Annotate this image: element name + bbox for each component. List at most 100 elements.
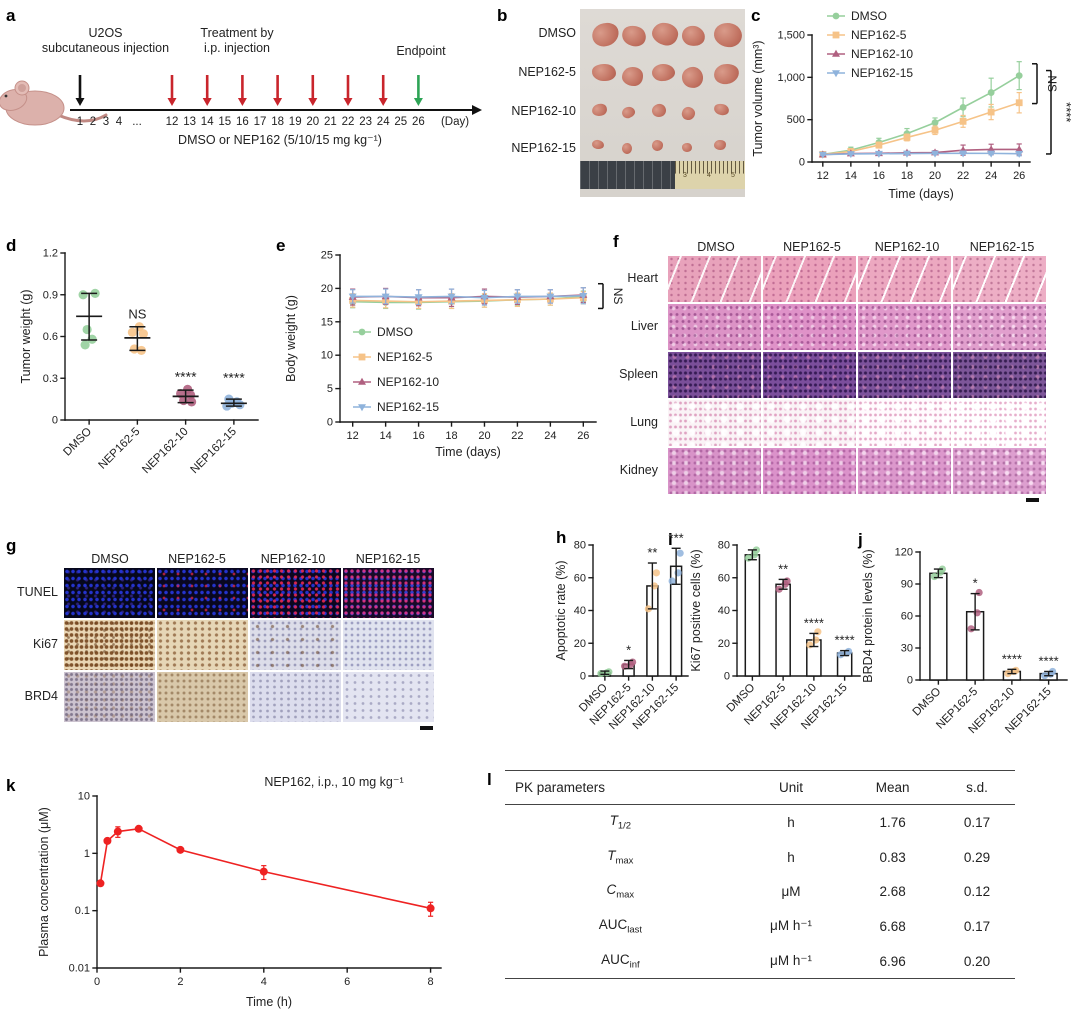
row-header: BRD4 (24, 689, 58, 703)
svg-text:NEP162-5: NEP162-5 (377, 350, 433, 364)
ruler-number: 5 (731, 172, 735, 179)
tissue-image-tunel-nep162-5 (157, 568, 248, 618)
panel-j-letter: j (858, 530, 863, 549)
svg-text:1: 1 (84, 848, 90, 860)
pk-table-header: PK parameters (505, 770, 736, 805)
tissue-image-lung-dmso (668, 400, 761, 446)
tumor-sample (651, 63, 676, 82)
svg-text:NEP162-5: NEP162-5 (851, 28, 907, 42)
scale-bar-g (420, 726, 433, 730)
svg-text:20: 20 (718, 638, 730, 650)
pk-sd: 0.20 (938, 943, 1015, 980)
plasma-concentration-chart: 0.01 0.1 1 10 Plasma concentration (μM) NEP16… (0, 760, 480, 1019)
pk-mean: 6.96 (846, 943, 939, 980)
pk-sd: 0.17 (963, 814, 991, 830)
brd4-chart: 0 30 60 90 120 BRD4 protein levels (%) DMSO NEP… (858, 526, 1080, 766)
row-header: Spleen (619, 367, 658, 381)
tumor-sample (712, 62, 741, 86)
tissue-image-spleen-nep162-15 (953, 352, 1046, 398)
column-header: NEP162-5 (168, 552, 226, 566)
tumor-sample (649, 20, 681, 48)
svg-text:0.1: 0.1 (75, 905, 90, 917)
tumor-photo: 3 4 5 (580, 9, 745, 197)
row-header: Heart (627, 271, 658, 285)
tissue-image-liver-nep162-5 (763, 304, 856, 350)
svg-text:Tumor weight (g): Tumor weight (g) (19, 289, 33, 383)
svg-text:NEP162-15: NEP162-15 (377, 400, 439, 414)
svg-text:20: 20 (574, 638, 586, 650)
panel-k-letter: k (6, 776, 16, 795)
svg-text:22: 22 (342, 116, 355, 128)
tumor-sample (622, 67, 644, 86)
tumor-sample (712, 21, 744, 49)
tissue-image-lung-nep162-5 (763, 400, 856, 446)
svg-text:NEP162-10: NEP162-10 (377, 375, 439, 389)
svg-text:****: **** (223, 369, 245, 385)
svg-text:0: 0 (724, 671, 730, 683)
svg-text:2: 2 (177, 976, 183, 988)
pk-sd: 0.12 (963, 884, 991, 900)
tissue-image-lung-nep162-10 (858, 400, 951, 446)
mouse-icon (0, 80, 108, 126)
svg-text:DMSO: DMSO (377, 325, 413, 339)
ruler-dark-part (580, 161, 675, 189)
svg-text:NEP162, i.p., 10 mg kg⁻¹: NEP162, i.p., 10 mg kg⁻¹ (264, 775, 403, 789)
svg-text:NEP162-15: NEP162-15 (851, 66, 913, 80)
series-NEP162-15 (818, 150, 1024, 159)
svg-text:12: 12 (166, 116, 179, 128)
svg-text:4: 4 (116, 116, 123, 128)
svg-text:20: 20 (306, 116, 319, 128)
svg-text:0: 0 (907, 675, 913, 687)
tumor-sample (620, 105, 637, 120)
tumor-weight-chart: 0 0.3 0.6 0.9 1.2 Tumor weight (g) DMSO NEP162-… (2, 232, 274, 519)
tumor-row-label: DMSO (538, 26, 577, 40)
tissue-image-heart-nep162-10 (858, 256, 951, 302)
svg-text:*: * (973, 576, 978, 591)
tumor-sample (680, 23, 708, 48)
svg-text:(Day): (Day) (441, 116, 469, 128)
svg-text:NEP162-10: NEP162-10 (140, 426, 191, 477)
pk-unit: μM h⁻¹ (735, 943, 847, 980)
panel-h-letter: h (556, 528, 567, 547)
panel-k-svg: 0.01 0.1 1 10 Plasma concentration (μM) NEP16… (37, 775, 442, 1009)
svg-text:17: 17 (254, 116, 267, 128)
pk-mean: 1.76 (879, 814, 906, 830)
pk-parameters-table: PK parameters Unit Mean s.d. T1/2 h 1.76 0.17 T… (505, 770, 1015, 980)
tissue-image-liver-nep162-15 (953, 304, 1046, 350)
svg-text:0.9: 0.9 (43, 289, 58, 301)
pk-parameter: Cmax (606, 882, 635, 902)
svg-text:0: 0 (327, 417, 333, 429)
pk-parameter: Tmax (607, 847, 634, 867)
svg-text:DMSO: DMSO (851, 9, 887, 23)
panel-c-letter: c (751, 6, 761, 25)
svg-text:0.01: 0.01 (69, 963, 90, 975)
svg-text:15: 15 (321, 316, 333, 328)
svg-text:Time (days): Time (days) (888, 187, 954, 201)
endpoint-label: Endpoint (396, 44, 446, 58)
svg-text:NS: NS (1045, 75, 1059, 92)
svg-text:20: 20 (929, 170, 941, 182)
svg-text:30: 30 (901, 643, 913, 655)
svg-text:14: 14 (845, 170, 857, 182)
svg-text:NEP162-5: NEP162-5 (96, 426, 142, 472)
column-header: DMSO (91, 552, 129, 566)
tumor-sample (621, 142, 633, 155)
panel-d-letter: d (6, 236, 17, 255)
tumor-sample (591, 139, 605, 150)
panel-a-letter: a (6, 6, 16, 25)
tissue-image-liver-dmso (668, 304, 761, 350)
tissue-image-ki67-nep162-15 (343, 620, 434, 670)
pk-sd: 0.17 (963, 918, 991, 934)
svg-text:****: **** (1039, 653, 1059, 668)
scale-bar-f (1026, 498, 1039, 502)
svg-text:Time (h): Time (h) (246, 995, 292, 1009)
pk-table-row: T1/2 h 1.76 0.17 (505, 805, 1015, 840)
svg-text:10: 10 (321, 350, 333, 362)
ruler-number: 4 (707, 172, 711, 179)
svg-text:***: *** (669, 530, 684, 545)
svg-text:****: **** (175, 369, 197, 385)
svg-text:NS: NS (611, 288, 625, 305)
tissue-image-tunel-nep162-10 (250, 568, 341, 618)
svg-text:19: 19 (289, 116, 302, 128)
